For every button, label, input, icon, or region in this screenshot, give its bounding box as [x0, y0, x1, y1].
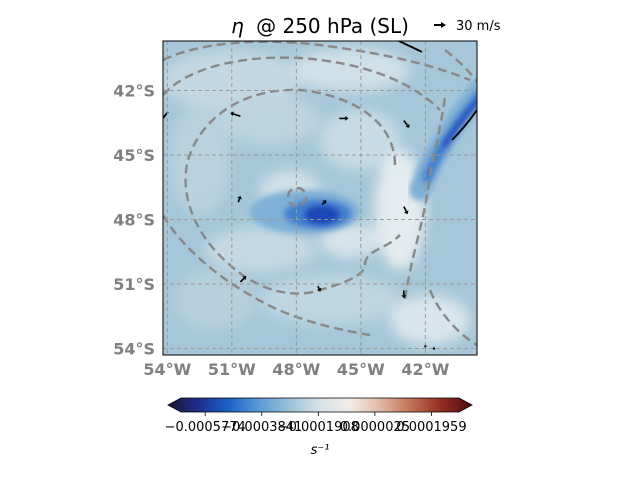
colorbar-tick-label: −0.0005774: [165, 420, 246, 435]
height-contours: [163, 41, 477, 347]
colorbar-body: [167, 397, 473, 413]
chart-title: η @ 250 hPa (SL): [231, 14, 409, 38]
wind-vectors: [230, 111, 435, 350]
y-tick-label: 48°S: [113, 211, 155, 230]
gridlines: [163, 41, 477, 355]
wind-vector: [230, 111, 241, 118]
x-tick-labels: 54°W 51°W 48°W 45°W 42°W: [143, 360, 449, 379]
map-panel: [163, 41, 477, 355]
colorbar-tick-label: −0.0003841: [221, 420, 302, 435]
contour-right-bottom: [428, 289, 477, 347]
x-tick-label: 42°W: [401, 360, 449, 379]
x-tick-label: 54°W: [143, 360, 191, 379]
wind-vector: [239, 276, 247, 283]
y-tick-labels: 42°S 45°S 48°S 51°S 54°S: [113, 81, 155, 358]
vorticity-field-texture: [163, 48, 470, 345]
colorbar-tick-label: −0.0001908: [278, 420, 359, 435]
x-tick-label: 45°W: [337, 360, 385, 379]
contour-left-outer: [163, 214, 371, 337]
contour-small-circle: [286, 186, 308, 208]
y-tick-label: 51°S: [113, 275, 155, 294]
colorbar-ticks: −0.0005774−0.0003841−0.00019080.00000250…: [165, 412, 467, 435]
y-tick-label: 54°S: [113, 340, 155, 359]
colorbar-tick-label: 0.0000025: [340, 420, 410, 435]
wind-vector: [237, 195, 242, 203]
colorbar-tick-label: 0.0001959: [396, 420, 466, 435]
title-text: @ 250 hPa (SL): [256, 14, 409, 38]
map-frame: [162, 40, 478, 356]
wind-vector: [432, 347, 435, 350]
wind-vector: [403, 120, 410, 128]
y-tick-label: 45°S: [113, 146, 155, 165]
wind-vector: [339, 115, 349, 121]
wind-vector: [321, 200, 327, 206]
x-tick-label: 48°W: [272, 360, 320, 379]
vorticity-minimum-blob: [250, 190, 360, 234]
contour-outer-top: [163, 41, 471, 82]
contour-ring: [184, 88, 401, 295]
reference-arrowhead-icon: [441, 22, 446, 28]
colorbar: −0.0005774−0.0003841−0.00019080.00000250…: [165, 397, 473, 458]
y-tick-label: 42°S: [113, 81, 155, 100]
wind-vector: [403, 206, 409, 215]
wind-vector: [316, 285, 322, 292]
x-tick-label: 51°W: [208, 360, 256, 379]
reference-vector-label: 30 m/s: [456, 19, 501, 34]
colorbar-label: s⁻¹: [311, 443, 330, 458]
wind-vector: [401, 290, 407, 299]
contour-outer-left: [163, 56, 441, 111]
title-symbol: η: [231, 14, 244, 38]
contour-top-right: [444, 49, 477, 83]
reference-vector: 30 m/s: [434, 19, 501, 34]
wind-vector: [424, 345, 427, 348]
contour-right: [403, 97, 447, 301]
